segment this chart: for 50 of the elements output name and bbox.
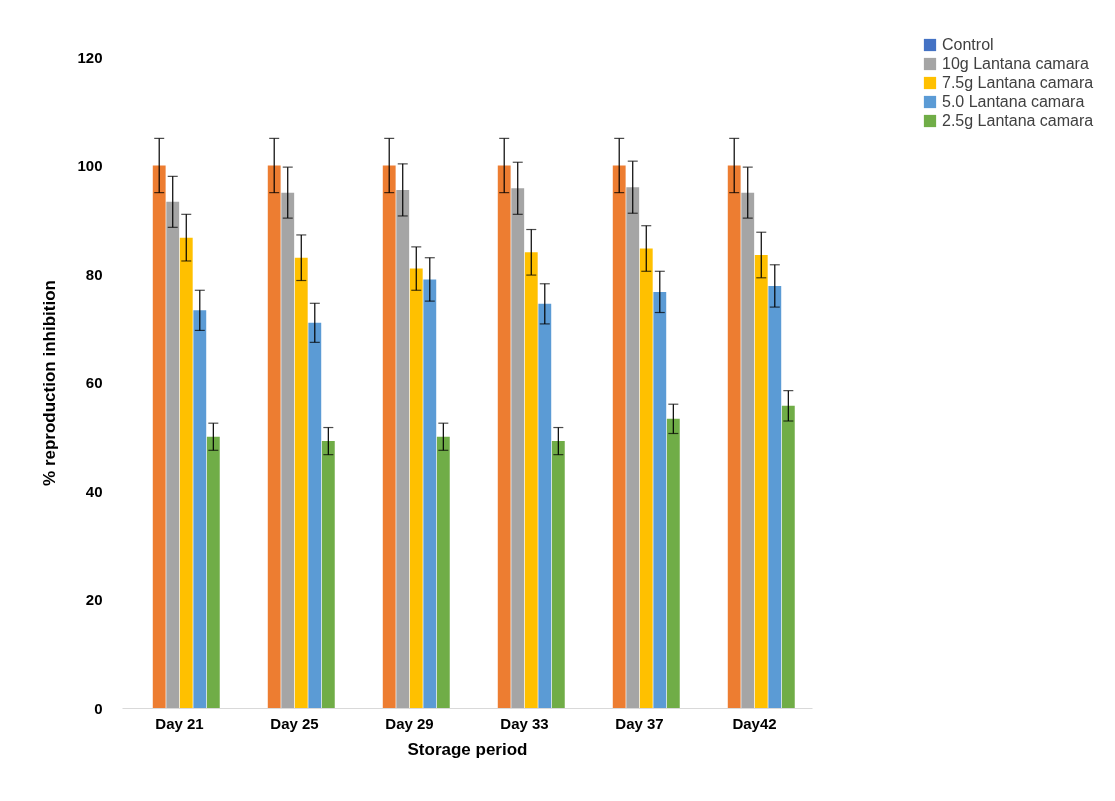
bar xyxy=(538,303,552,708)
bar xyxy=(741,192,755,708)
legend-label: 10g Lantana camara xyxy=(942,55,1089,72)
legend-label: Control xyxy=(942,36,994,53)
x-tick-label: Day 25 xyxy=(270,714,319,732)
bar xyxy=(768,285,782,708)
y-tick-label: 60 xyxy=(85,374,103,391)
y-tick-label: 100 xyxy=(77,157,103,174)
x-tick-label: Day 33 xyxy=(500,714,549,732)
y-tick-label: 80 xyxy=(85,265,103,283)
bar xyxy=(308,322,322,708)
y-axis-title: % reproduction inhibition xyxy=(40,280,60,486)
y-tick-label: 20 xyxy=(85,591,103,608)
x-axis-title: Storage period xyxy=(407,739,528,759)
legend-label: 2.5g Lantana camara xyxy=(942,112,1094,129)
bar xyxy=(639,248,653,708)
bar xyxy=(396,189,410,708)
bar xyxy=(409,268,423,708)
bar xyxy=(436,436,450,708)
legend-label: 5.0 Lantana camara xyxy=(942,93,1085,110)
bar xyxy=(653,291,667,708)
bar xyxy=(281,192,295,708)
bar xyxy=(179,237,193,708)
bar xyxy=(294,257,308,708)
bar xyxy=(267,165,281,708)
bar xyxy=(666,418,680,708)
bar xyxy=(727,165,741,708)
bar xyxy=(152,165,166,708)
y-tick-label: 0 xyxy=(94,699,103,717)
bar xyxy=(612,165,626,708)
x-tick-label: Day42 xyxy=(732,714,777,732)
bar xyxy=(551,441,565,708)
bar xyxy=(781,405,795,708)
y-tick-label: 120 xyxy=(77,48,103,66)
x-tick-label: Day 29 xyxy=(385,714,434,732)
bar xyxy=(193,310,207,708)
x-tick-label: Day 21 xyxy=(155,714,204,732)
bar xyxy=(423,279,437,708)
bar xyxy=(382,165,396,708)
bar xyxy=(206,436,220,708)
x-tick-label: Day 37 xyxy=(615,714,664,732)
y-tick-label: 40 xyxy=(85,482,103,500)
legend-label: 7.5g Lantana camara xyxy=(942,74,1094,91)
bar xyxy=(511,188,525,708)
bar xyxy=(524,252,538,708)
bar xyxy=(626,187,640,708)
bar xyxy=(754,255,768,708)
bar xyxy=(321,441,335,708)
bar xyxy=(497,165,511,708)
bar xyxy=(166,201,180,708)
